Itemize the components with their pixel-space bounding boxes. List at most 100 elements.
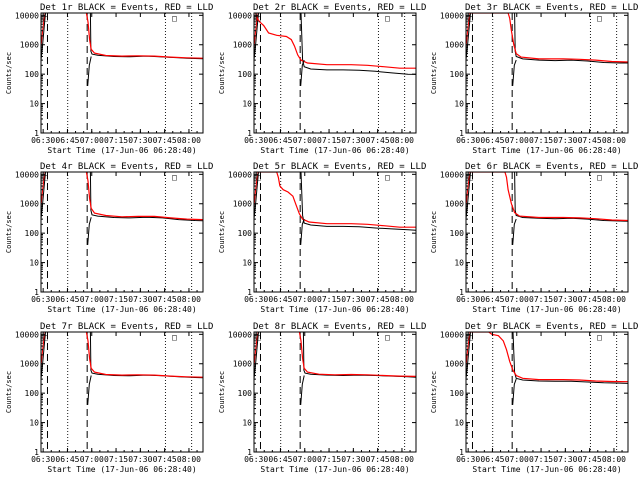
y-tick-label: 100 [238,389,253,398]
x-tick-label: 07:15 [317,136,341,145]
legend-box-glyph: □ [256,333,261,342]
y-tick-label: 10000 [440,330,464,339]
x-tick-label: 07:00 [293,295,317,304]
y-tick-label: 10 [29,419,39,428]
events-spike-line [512,378,517,405]
events-lead-line [254,332,259,380]
x-tick-label: 06:30 [244,455,268,464]
x-tick-label: 07:30 [341,455,365,464]
y-tick-label: 1 [34,448,39,457]
panel-title: Det 7r BLACK = Events, RED = LLD [40,322,213,332]
panel-frame [40,171,204,293]
panel-series [254,332,416,405]
x-tick-label: 06:45 [55,455,79,464]
y-tick-label: 1000 [233,200,252,209]
x-tick-label: 07:45 [153,136,177,145]
lld-line [467,332,628,383]
panel-frame [465,331,629,453]
panel-series [41,172,203,245]
lld-line [298,332,416,377]
x-tick-label: 06:45 [480,295,504,304]
panel-det8: Det 8r BLACK = Events, RED = LLD 06:30 06:… [218,322,426,474]
legend-box-glyph: □ [43,333,48,342]
events-lead-line [466,172,471,220]
y-tick-label: 1000 [445,41,464,50]
x-tick-label: 08:00 [390,455,414,464]
legend-box-glyph: □ [468,14,473,23]
y-tick-label: 100 [25,229,40,238]
y-tick-label: 1 [247,288,252,297]
x-tick-label: 06:45 [268,455,292,464]
x-axis-title: Start Time (17-Jun-06 06:28:40) [47,146,196,155]
x-axis-title: Start Time (17-Jun-06 06:28:40) [260,305,409,314]
y-tick-label: 1 [34,129,39,138]
panel-series [466,332,628,405]
events-spike-line [300,375,305,405]
x-tick-label: 07:30 [128,295,152,304]
y-tick-label: 1 [459,288,464,297]
x-axis-title: Start Time (17-Jun-06 06:28:40) [47,465,196,474]
legend-box-glyph: □ [385,173,390,182]
x-axis-title: Start Time (17-Jun-06 06:28:40) [260,465,409,474]
y-tick-label: 1000 [20,360,39,369]
legend-box-glyph: □ [597,333,602,342]
y-tick-label: 100 [25,389,40,398]
events-line [89,332,203,379]
x-tick-label: 06:45 [480,455,504,464]
events-line [514,13,628,64]
legend-box-glyph: □ [43,14,48,23]
legend-box-glyph: □ [468,333,473,342]
x-tick-label: 07:45 [153,295,177,304]
x-tick-label: 08:00 [390,136,414,145]
panel-series [254,13,416,86]
y-tick-label: 100 [450,229,465,238]
x-tick-label: 07:15 [317,455,341,464]
x-tick-label: 07:30 [553,136,577,145]
x-axis-title: Start Time (17-Jun-06 06:28:40) [47,305,196,314]
x-tick-label: 07:15 [104,295,128,304]
y-tick-label: 10000 [228,170,252,179]
panel-det6: Det 6r BLACK = Events, RED = LLD 06:30 06:… [430,162,638,314]
panel-series [466,13,628,86]
panel-series [466,172,628,245]
y-axis-title: Counts/sec [218,211,226,253]
legend-box-glyph: □ [597,14,602,23]
x-tick-label: 08:00 [390,295,414,304]
y-tick-label: 1 [34,288,39,297]
y-tick-label: 10 [29,100,39,109]
panel-det3: Det 3r BLACK = Events, RED = LLD 06:30 06:… [430,3,638,155]
x-tick-label: 07:45 [366,136,390,145]
panel-series [41,332,203,405]
x-tick-label: 06:45 [55,295,79,304]
x-tick-label: 07:00 [80,136,104,145]
x-tick-label: 06:45 [55,136,79,145]
events-spike-line [87,375,92,405]
events-line [89,13,203,60]
x-tick-label: 07:30 [128,455,152,464]
legend-box-glyph: □ [597,173,602,182]
legend-box-glyph: □ [256,14,261,23]
x-tick-label: 07:00 [293,455,317,464]
x-tick-label: 07:15 [317,295,341,304]
x-tick-label: 07:45 [366,455,390,464]
events-lead-line [41,13,46,61]
lld-line [255,13,416,69]
legend-box-glyph: □ [172,173,177,182]
panel-title: Det 2r BLACK = Events, RED = LLD [253,3,426,13]
panel-series [41,13,203,86]
x-tick-label: 07:45 [578,455,602,464]
legend-box-glyph: □ [385,333,390,342]
x-tick-label: 08:00 [602,295,626,304]
lld-line [85,332,203,378]
panel-det7: Det 7r BLACK = Events, RED = LLD 06:30 06:… [5,322,213,474]
y-axis-title: Counts/sec [218,371,226,413]
x-tick-label: 08:00 [177,136,201,145]
x-tick-label: 06:45 [268,136,292,145]
y-tick-label: 1000 [233,41,252,50]
x-tick-label: 07:15 [529,455,553,464]
events-lead-line [254,172,259,220]
x-tick-label: 07:15 [529,295,553,304]
x-tick-label: 06:30 [456,295,480,304]
x-tick-label: 06:30 [244,136,268,145]
